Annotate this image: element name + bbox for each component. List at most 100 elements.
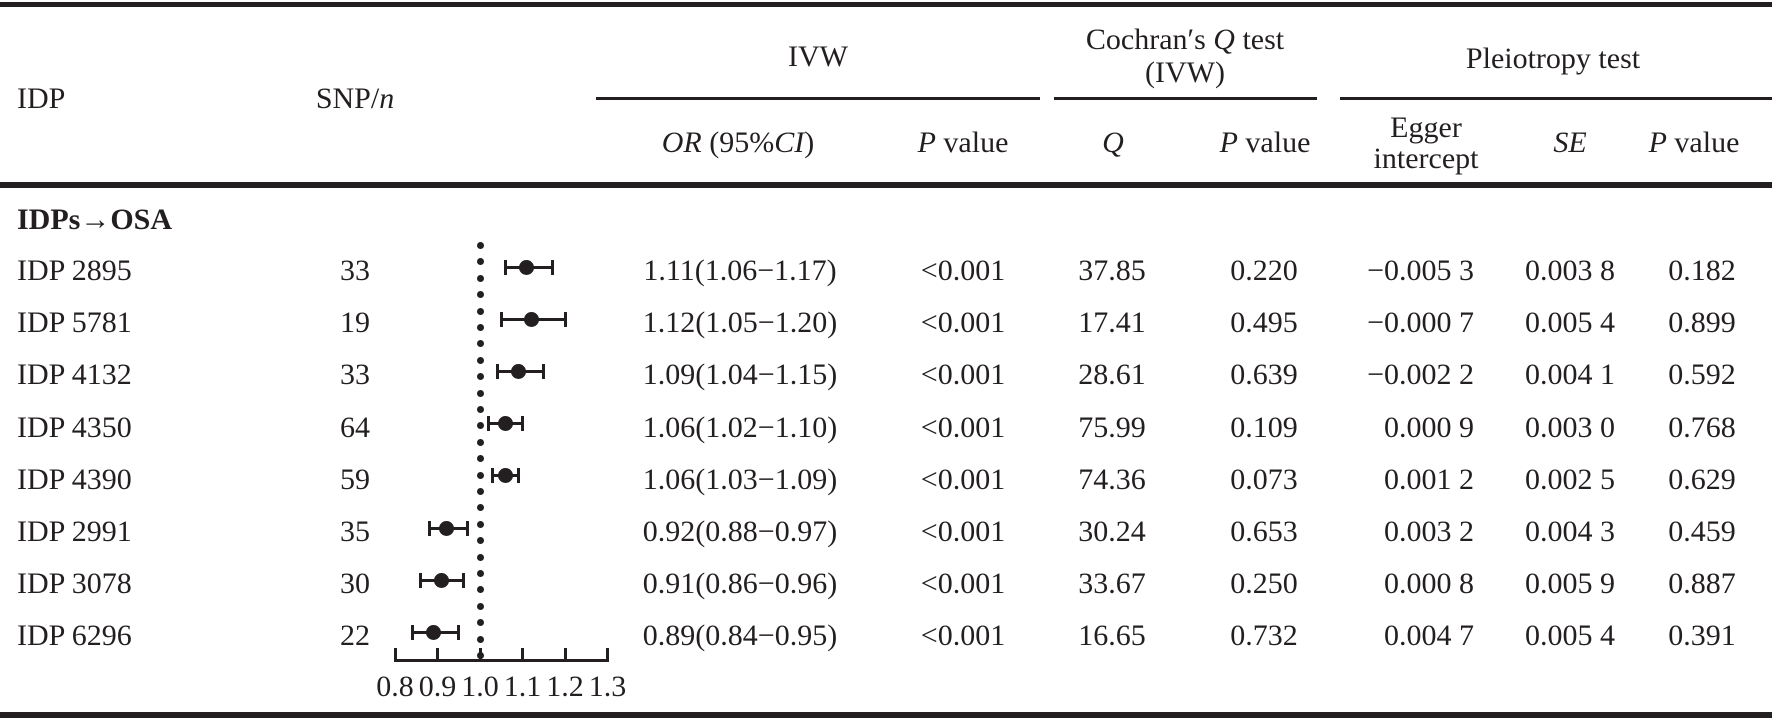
- q-value: 17.41: [1078, 306, 1146, 340]
- bottom-rule: [0, 712, 1772, 718]
- axis-tick-label: 1.1: [503, 670, 542, 703]
- reference-line-dot: [476, 242, 484, 249]
- p-value-ivw: <0.001: [920, 567, 1006, 601]
- p-value-cochran: 0.732: [1230, 619, 1298, 653]
- axis-tick-label: 0.8: [376, 670, 414, 703]
- pleiotropy-underline: [1340, 97, 1772, 100]
- p-rest: value: [935, 126, 1009, 159]
- cochran-q-italic: Q: [1213, 23, 1235, 56]
- snp-count: 33: [340, 254, 370, 287]
- snp-count: 19: [340, 306, 370, 340]
- forest-point: [498, 468, 513, 484]
- cochran-underline: [1054, 97, 1317, 100]
- axis-tick-label: 1.2: [546, 670, 584, 703]
- p-value-ivw: <0.001: [920, 410, 1006, 444]
- idp-label: IDP 6296: [17, 619, 132, 653]
- se-value: 0.005 4: [1525, 306, 1615, 340]
- snp-count: 30: [340, 567, 370, 601]
- se-italic: SE: [1553, 126, 1587, 159]
- idp-label: IDP 5781: [17, 306, 132, 340]
- p-value-cochran: 0.109: [1230, 410, 1298, 444]
- forest-ci-cap: [427, 520, 431, 536]
- cochran-line1: Cochran′s Q test: [1086, 23, 1284, 56]
- forest-ci-cap: [465, 520, 469, 536]
- p-value-cochran: 0.220: [1230, 254, 1298, 287]
- snp-count: 64: [340, 410, 370, 444]
- q-value: 74.36: [1078, 462, 1146, 496]
- axis-tick: [521, 648, 524, 662]
- cochran-line2: (IVW): [1145, 56, 1225, 89]
- egger-intercept-value: −0.005 3: [1367, 254, 1474, 287]
- idp-label: IDP 3078: [17, 567, 132, 601]
- cochran-post: test: [1234, 23, 1285, 56]
- p-value-cochran: 0.639: [1230, 358, 1298, 392]
- p-italic: P: [1648, 126, 1667, 159]
- or-mid: (95%: [701, 126, 775, 159]
- group-header-pleiotropy: Pleiotropy test: [1465, 42, 1641, 75]
- snp-n-italic: n: [379, 82, 395, 115]
- cochran-pre: Cochran′s: [1085, 23, 1214, 56]
- reference-line-dot: [476, 307, 484, 315]
- snp-count: 33: [340, 358, 370, 392]
- axis-tick: [436, 648, 439, 662]
- se-value: 0.004 3: [1525, 515, 1615, 548]
- p-value-pleiotropy: 0.592: [1668, 358, 1736, 392]
- header-rule: [0, 182, 1772, 188]
- idp-label: IDP 4350: [17, 410, 132, 444]
- reference-line-dot: [476, 258, 484, 266]
- reference-line-dot: [476, 406, 484, 413]
- se-value: 0.003 0: [1525, 410, 1615, 444]
- idp-label: IDP 4390: [17, 462, 132, 496]
- p-value-ivw: <0.001: [920, 306, 1006, 340]
- col-header-idp: IDP: [17, 82, 66, 115]
- axis-line: [395, 659, 608, 662]
- col-header-pvalue-pleiotropy: P value: [1649, 126, 1740, 160]
- col-header-pvalue-cochran: P value: [1220, 126, 1311, 160]
- forest-ci-cap: [550, 259, 554, 275]
- reference-line-dot: [476, 488, 484, 495]
- reference-line-dot: [476, 291, 484, 299]
- forest-ci-cap: [495, 363, 499, 379]
- p-value-pleiotropy: 0.459: [1668, 515, 1736, 548]
- p-value-pleiotropy: 0.182: [1668, 254, 1736, 287]
- p-value-cochran: 0.495: [1230, 306, 1298, 340]
- axis-tick-label: 1.0: [461, 670, 499, 703]
- p-value-cochran: 0.653: [1230, 515, 1298, 548]
- ivw-underline: [596, 97, 1040, 100]
- forest-point: [425, 624, 441, 640]
- or-italic: OR: [661, 126, 702, 159]
- col-header-se: SE: [1553, 126, 1586, 160]
- p-value-ivw: <0.001: [920, 515, 1006, 548]
- reference-line-dot: [476, 389, 484, 397]
- reference-line-dot: [476, 373, 484, 381]
- q-value: 30.24: [1078, 515, 1146, 548]
- q-value: 16.65: [1078, 619, 1146, 653]
- p-value-ivw: <0.001: [920, 462, 1006, 496]
- idp-label: IDP 4132: [17, 358, 132, 392]
- se-value: 0.005 9: [1525, 567, 1615, 601]
- forest-ci-cap: [521, 416, 524, 432]
- or-ci-value: 1.11(1.06−1.17): [643, 254, 837, 287]
- egger-intercept-value: 0.000 9: [1384, 410, 1474, 444]
- reference-line-dot: [476, 471, 484, 479]
- top-rule: [0, 2, 1772, 7]
- forest-ci-cap: [410, 624, 414, 640]
- axis-tick-label: 1.3: [588, 670, 627, 703]
- or-ci-value: 1.12(1.05−1.20): [642, 306, 838, 340]
- forest-ci-cap: [504, 259, 507, 275]
- reference-line-dot: [476, 570, 484, 577]
- se-value: 0.002 5: [1525, 462, 1615, 496]
- p-rest: value: [1237, 126, 1311, 159]
- or-post: ): [804, 126, 815, 159]
- or-ci-value: 1.06(1.02−1.10): [642, 410, 838, 444]
- egger-intercept-value: −0.000 7: [1367, 306, 1474, 340]
- reference-line-dot: [476, 340, 484, 348]
- col-header-snp: SNP/n: [316, 82, 394, 116]
- reference-line-dot: [476, 438, 484, 446]
- reference-line-dot: [476, 422, 484, 430]
- axis-tick: [606, 648, 609, 662]
- or-ci-value: 0.89(0.84−0.95): [642, 619, 838, 653]
- forest-ci-cap: [542, 363, 546, 379]
- reference-line-dot: [476, 356, 484, 364]
